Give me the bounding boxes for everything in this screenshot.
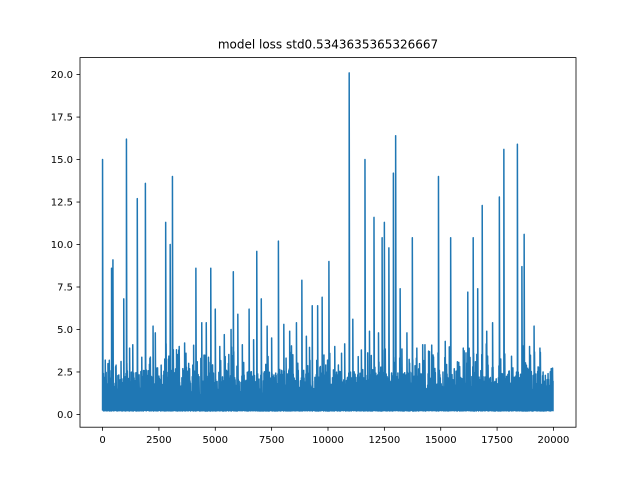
y-tick-label: 2.5 [57,368,73,379]
x-tick-label: 5000 [203,435,228,446]
x-tick-label: 12500 [368,435,400,446]
y-tick-label: 0.0 [57,410,73,421]
y-tick-label: 7.5 [57,283,73,294]
x-tick-label: 10000 [312,435,344,446]
y-axis: 0.0 2.5 5.0 7.5 10.0 12.5 15.0 17.5 20.0 [51,70,80,421]
x-tick-label: 0 [99,435,105,446]
x-tick-label: 15000 [425,435,457,446]
plot-area [101,72,554,412]
x-tick-label: 2500 [146,435,171,446]
x-tick-label: 7500 [259,435,284,446]
axes-frame [79,57,577,428]
y-tick-label: 12.5 [51,198,73,209]
chart-title: model loss std0.5343635365326667 [218,38,438,52]
x-tick-label: 17500 [481,435,513,446]
y-tick-label: 15.0 [51,155,73,166]
series-line-0 [101,72,554,412]
y-tick-label: 10.0 [51,240,73,251]
x-tick-label: 20000 [538,435,570,446]
y-tick-label: 20.0 [51,70,73,81]
y-tick-label: 17.5 [51,113,73,124]
y-tick-label: 5.0 [57,325,73,336]
x-axis: 0 2500 5000 7500 10000 12500 15000 17500 20000 [99,427,569,446]
